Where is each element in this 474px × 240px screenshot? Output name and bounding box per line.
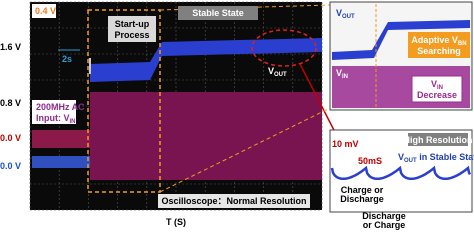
discharge-label: or Charge [363, 220, 406, 230]
scale-time: 2s [62, 54, 72, 64]
scale-box [32, 4, 56, 18]
adaptive-label: Adaptive VBN [411, 35, 466, 47]
charge-label: Discharge [340, 194, 384, 204]
res-vout-trace [330, 165, 472, 181]
vin-label: 200MHz AC [36, 102, 85, 112]
scale-voltage: 0.4 V [35, 6, 56, 16]
zoom-vin-label: VIN [336, 68, 348, 80]
stable-box [178, 6, 258, 20]
footer-box [158, 194, 310, 208]
charge-label: Charge or [341, 185, 384, 195]
stable-label: Stable State [192, 8, 244, 18]
zoom-vout-label: VOUT [336, 8, 355, 20]
vin-label: Input: VIN [36, 113, 76, 125]
vin-trace [90, 92, 322, 180]
res-title: High Resolution [404, 135, 473, 145]
adaptive-label: Searching [417, 46, 461, 56]
startup-region [87, 9, 161, 193]
startup-label: Process [114, 30, 149, 40]
x-label: T (S) [166, 217, 186, 227]
vout-label: VOUT [268, 66, 287, 78]
res-scale-time: 50mS [358, 156, 382, 166]
vout-highlight [251, 29, 317, 67]
y-label: 0.0 V [0, 161, 21, 171]
zoom-vout-trace [332, 20, 470, 60]
res-scale-voltage: 10 mV [332, 139, 359, 149]
vout-trace [90, 38, 322, 82]
decrease-box [411, 75, 463, 103]
y-label: 1.6 V [0, 42, 21, 52]
decrease-label: Decrease [417, 90, 457, 100]
discharge-label: Discharge [362, 211, 406, 221]
y-label: 0.0 V [0, 133, 21, 143]
startup-box [108, 16, 156, 42]
res-title-box [408, 133, 468, 146]
res-vout-label: VOUT in Stable State [398, 152, 474, 164]
arrow [299, 63, 339, 140]
zoom-line [159, 107, 331, 193]
vin-trace-red [32, 130, 90, 148]
decrease-label: VIN [431, 79, 443, 91]
y-label: 0.8 V [0, 98, 21, 108]
figure: 0.4 V 2s 1.6 V 0.8 V 0.0 V 0.0 V Start-u… [0, 1, 474, 230]
footer-label: Oscilloscope：Normal Resolution [161, 196, 306, 206]
vin-trace-blue [32, 156, 90, 168]
vin-box [32, 100, 76, 124]
adaptive-box [408, 32, 470, 58]
startup-label: Start-up [115, 19, 150, 29]
